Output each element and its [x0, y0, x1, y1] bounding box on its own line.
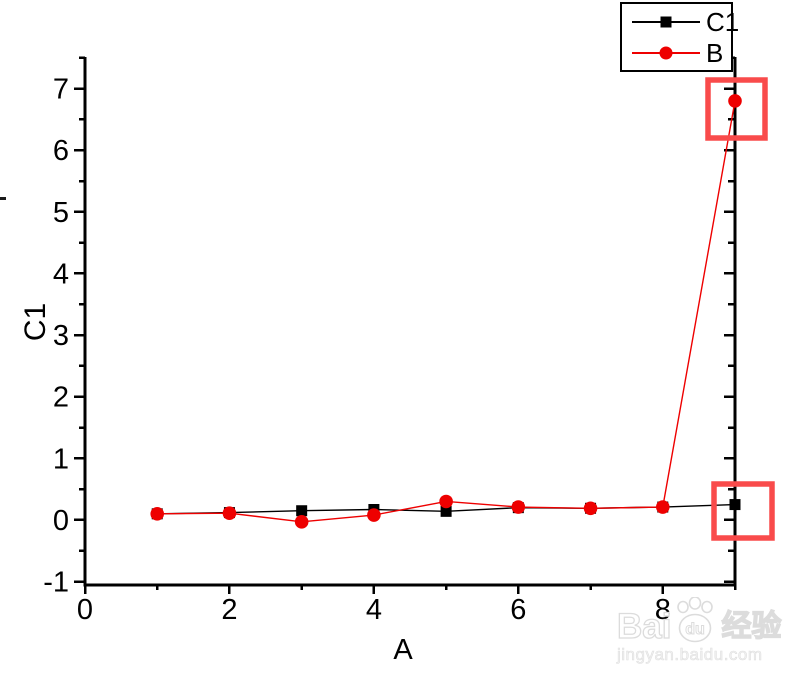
x-axis-title: A — [393, 634, 413, 666]
data-point-circle-b — [583, 501, 598, 516]
legend-label-b: B — [706, 37, 724, 68]
x-tick-label: 6 — [510, 594, 526, 626]
watermark-brand-text: Bai — [616, 607, 672, 646]
data-point-circle-b — [511, 500, 526, 514]
x-tick-label: 2 — [221, 594, 237, 626]
watermark-url: jingyan.baidu.com — [617, 645, 763, 665]
y-tick-label: 7 — [53, 74, 69, 106]
data-point-circle-b — [294, 515, 309, 529]
legend-entry-c1: C1 — [632, 7, 739, 37]
y-tick-label: 1 — [53, 443, 69, 475]
y-axis-title: C1 — [19, 302, 52, 342]
data-point-circle-b — [728, 94, 742, 108]
data-point-square-c1 — [729, 499, 741, 511]
highlight-rect-c1 — [711, 481, 775, 541]
circle-marker-icon — [659, 46, 673, 59]
baidu-jingyan-watermark: Bai du 经验 jingyan.baidu.com — [616, 597, 812, 665]
y-tick-label: 2 — [53, 382, 69, 414]
data-point-square-c1 — [440, 505, 452, 517]
y-tick-label: 3 — [53, 320, 69, 352]
legend-line-sample-b — [632, 46, 700, 59]
watermark-logo-row: Bai du 经验 — [616, 597, 812, 646]
watermark-paw-text: du — [686, 621, 706, 638]
series-line-b — [157, 100, 736, 523]
y-tick-label: 6 — [53, 135, 69, 167]
data-point-circle-b — [222, 506, 237, 520]
legend-entry-b: B — [632, 38, 731, 68]
watermark-brand-cn: 经验 — [721, 610, 782, 643]
data-point-circle-b — [150, 507, 165, 521]
y-tick-label: 0 — [53, 505, 69, 537]
crop-artifact-mark — [0, 197, 6, 200]
x-tick-label: 8 — [655, 594, 671, 626]
data-point-square-c1 — [296, 505, 308, 517]
x-tick-label: 4 — [366, 594, 382, 626]
y-tick-label: 5 — [53, 197, 69, 229]
data-point-circle-b — [367, 508, 381, 522]
legend-line-sample-c1 — [632, 16, 700, 27]
highlight-rect-b — [705, 77, 768, 141]
legend-label-c1: C1 — [706, 6, 740, 37]
data-point-circle-b — [439, 494, 453, 509]
y-tick-label: 4 — [53, 258, 69, 290]
legend-box: C1 B — [620, 2, 739, 72]
data-point-circle-b — [655, 500, 670, 514]
baidu-paw-icon: du — [677, 597, 714, 643]
square-marker-icon — [660, 16, 672, 27]
x-tick-label: 0 — [77, 594, 93, 626]
y-tick-label: -1 — [43, 567, 69, 599]
